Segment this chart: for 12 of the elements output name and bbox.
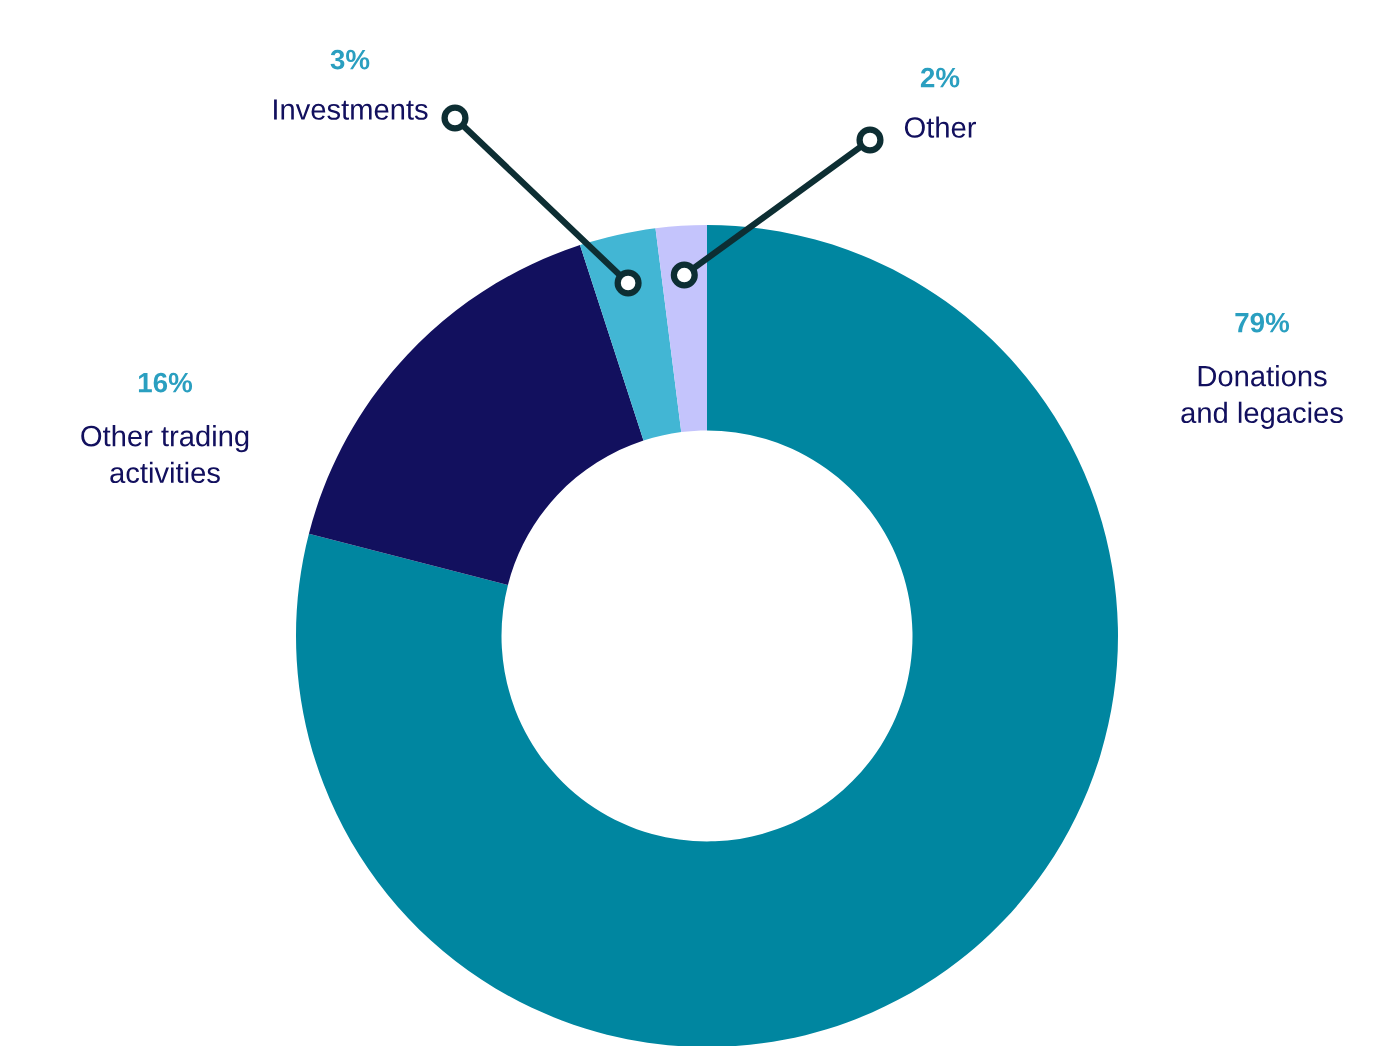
slice-label: Other bbox=[904, 116, 976, 138]
slice-label: Other trading activities bbox=[81, 425, 249, 484]
donut-slice bbox=[655, 225, 707, 433]
data-label: 79% bbox=[1235, 312, 1290, 333]
slice-label: Donations and legacies bbox=[1181, 365, 1343, 429]
donut-slice bbox=[296, 225, 1118, 1046]
donut-slice bbox=[579, 228, 682, 441]
data-label: 2% bbox=[920, 67, 960, 88]
slice-label: Investments bbox=[274, 99, 428, 120]
data-label: 16% bbox=[138, 372, 193, 393]
donut-slice bbox=[308, 245, 644, 585]
data-label: 3% bbox=[330, 49, 370, 70]
